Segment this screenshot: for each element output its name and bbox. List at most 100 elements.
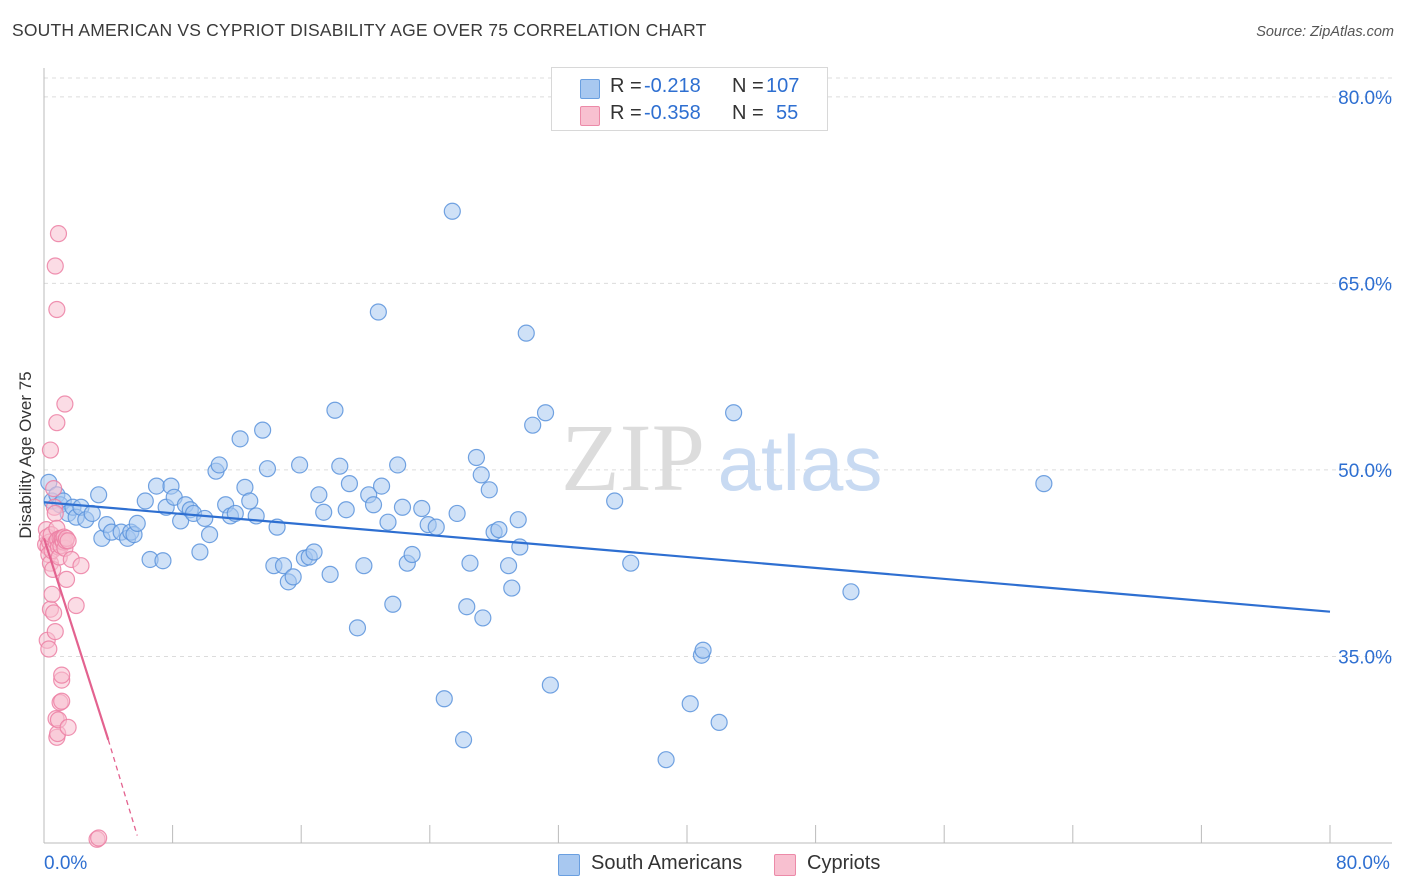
legend-r-label: R = (610, 75, 642, 97)
point-south-americans (147, 477, 166, 495)
point-south-americans (606, 492, 624, 510)
point-south-americans (136, 492, 154, 510)
point-south-americans (413, 499, 431, 518)
legend-row-cypriots: R = -0.358 N = 55 (552, 100, 827, 128)
point-cypriots (56, 395, 74, 413)
point-south-americans (517, 324, 535, 342)
point-cypriots (67, 596, 85, 615)
y-tick-label: 80.0% (1338, 88, 1392, 109)
legend-n-label: N = (732, 75, 764, 97)
point-cypriots (45, 479, 63, 498)
point-south-americans (379, 513, 397, 531)
point-south-americans (435, 690, 453, 708)
legend-r-value: -0.218 (644, 75, 701, 97)
point-south-americans (315, 503, 333, 521)
point-south-americans (454, 731, 473, 749)
legend-swatch-pink (580, 106, 600, 126)
point-south-americans (461, 554, 479, 572)
point-south-americans (364, 496, 383, 514)
point-south-americans (622, 554, 640, 572)
legend-row-south-americans: R = -0.218 N = 107 (552, 73, 827, 101)
point-south-americans (427, 518, 445, 536)
legend-n-value: 55 (776, 102, 799, 124)
point-south-americans (1035, 475, 1053, 493)
point-south-americans (443, 202, 461, 220)
point-cypriots (43, 585, 61, 603)
point-south-americans (403, 545, 421, 564)
point-south-americans (490, 521, 508, 539)
trend-line-cypriots-extrapolated (107, 739, 138, 836)
point-cypriots (49, 225, 68, 243)
point-south-americans (290, 456, 309, 474)
point-south-americans (524, 416, 542, 434)
trend-line-cypriots (42, 537, 110, 741)
point-south-americans (241, 492, 259, 510)
point-cypriots (90, 829, 108, 847)
point-south-americans (326, 401, 344, 419)
point-south-americans (503, 579, 521, 597)
point-cypriots (48, 414, 66, 432)
point-south-americans (694, 641, 712, 659)
point-south-americans (154, 552, 172, 570)
point-south-americans (372, 477, 391, 495)
correlation-legend: R = -0.218 N = 107 R = -0.358 N = 55 (551, 67, 828, 131)
data-points (37, 202, 1053, 848)
trend-line-south-americans (43, 501, 1331, 613)
watermark-atlas: atlas (718, 419, 883, 507)
point-cypriots (46, 622, 64, 641)
legend-n-label: N = (732, 102, 764, 124)
point-south-americans (340, 475, 359, 493)
point-south-americans (536, 404, 555, 422)
point-south-americans (710, 713, 728, 731)
point-cypriots (46, 504, 64, 523)
trend-lines (42, 501, 1331, 836)
point-south-americans (210, 456, 228, 474)
point-south-americans (480, 481, 498, 499)
point-cypriots (57, 570, 76, 588)
point-south-americans (681, 695, 699, 713)
point-south-americans (191, 543, 209, 561)
point-south-americans (472, 466, 490, 484)
legend-r-value: -0.358 (644, 102, 701, 124)
point-south-americans (90, 486, 108, 504)
point-south-americans (389, 456, 407, 474)
point-south-americans (499, 557, 518, 575)
point-cypriots (46, 257, 64, 275)
point-south-americans (128, 514, 146, 533)
point-south-americans (348, 619, 367, 637)
chart-title: SOUTH AMERICAN VS CYPRIOT DISABILITY AGE… (12, 20, 707, 40)
point-south-americans (321, 565, 339, 583)
point-south-americans (274, 557, 293, 575)
y-tick-labels: 35.0% 50.0% 65.0% 80.0% (1338, 88, 1392, 669)
legend-label: South Americans (591, 852, 743, 874)
y-tick-label: 50.0% (1338, 461, 1392, 482)
point-cypriots (72, 557, 90, 575)
point-south-americans (509, 511, 527, 529)
point-south-americans (541, 676, 559, 694)
point-cypriots (45, 604, 63, 622)
point-south-americans (384, 595, 402, 613)
legend-n-value: 107 (766, 75, 800, 97)
point-south-americans (657, 751, 675, 769)
point-south-americans (842, 583, 860, 601)
point-south-americans (474, 609, 492, 627)
y-tick-label: 35.0% (1338, 647, 1392, 668)
point-south-americans (196, 509, 214, 528)
point-south-americans (231, 430, 249, 448)
point-cypriots (53, 692, 71, 710)
point-south-americans (369, 303, 387, 321)
point-south-americans (310, 486, 328, 504)
point-south-americans (725, 404, 743, 422)
point-south-americans (305, 543, 323, 561)
point-south-americans (258, 460, 277, 478)
legend-swatch-blue (558, 854, 580, 876)
point-south-americans (448, 504, 466, 523)
watermark-zip: ZIP (561, 404, 705, 511)
y-tick-label: 65.0% (1338, 274, 1392, 295)
point-south-americans (200, 525, 219, 544)
x-axis-min-label: 0.0% (44, 853, 88, 874)
point-cypriots (59, 532, 77, 550)
point-cypriots (48, 300, 66, 319)
x-axis-max-label: 80.0% (1336, 853, 1390, 874)
